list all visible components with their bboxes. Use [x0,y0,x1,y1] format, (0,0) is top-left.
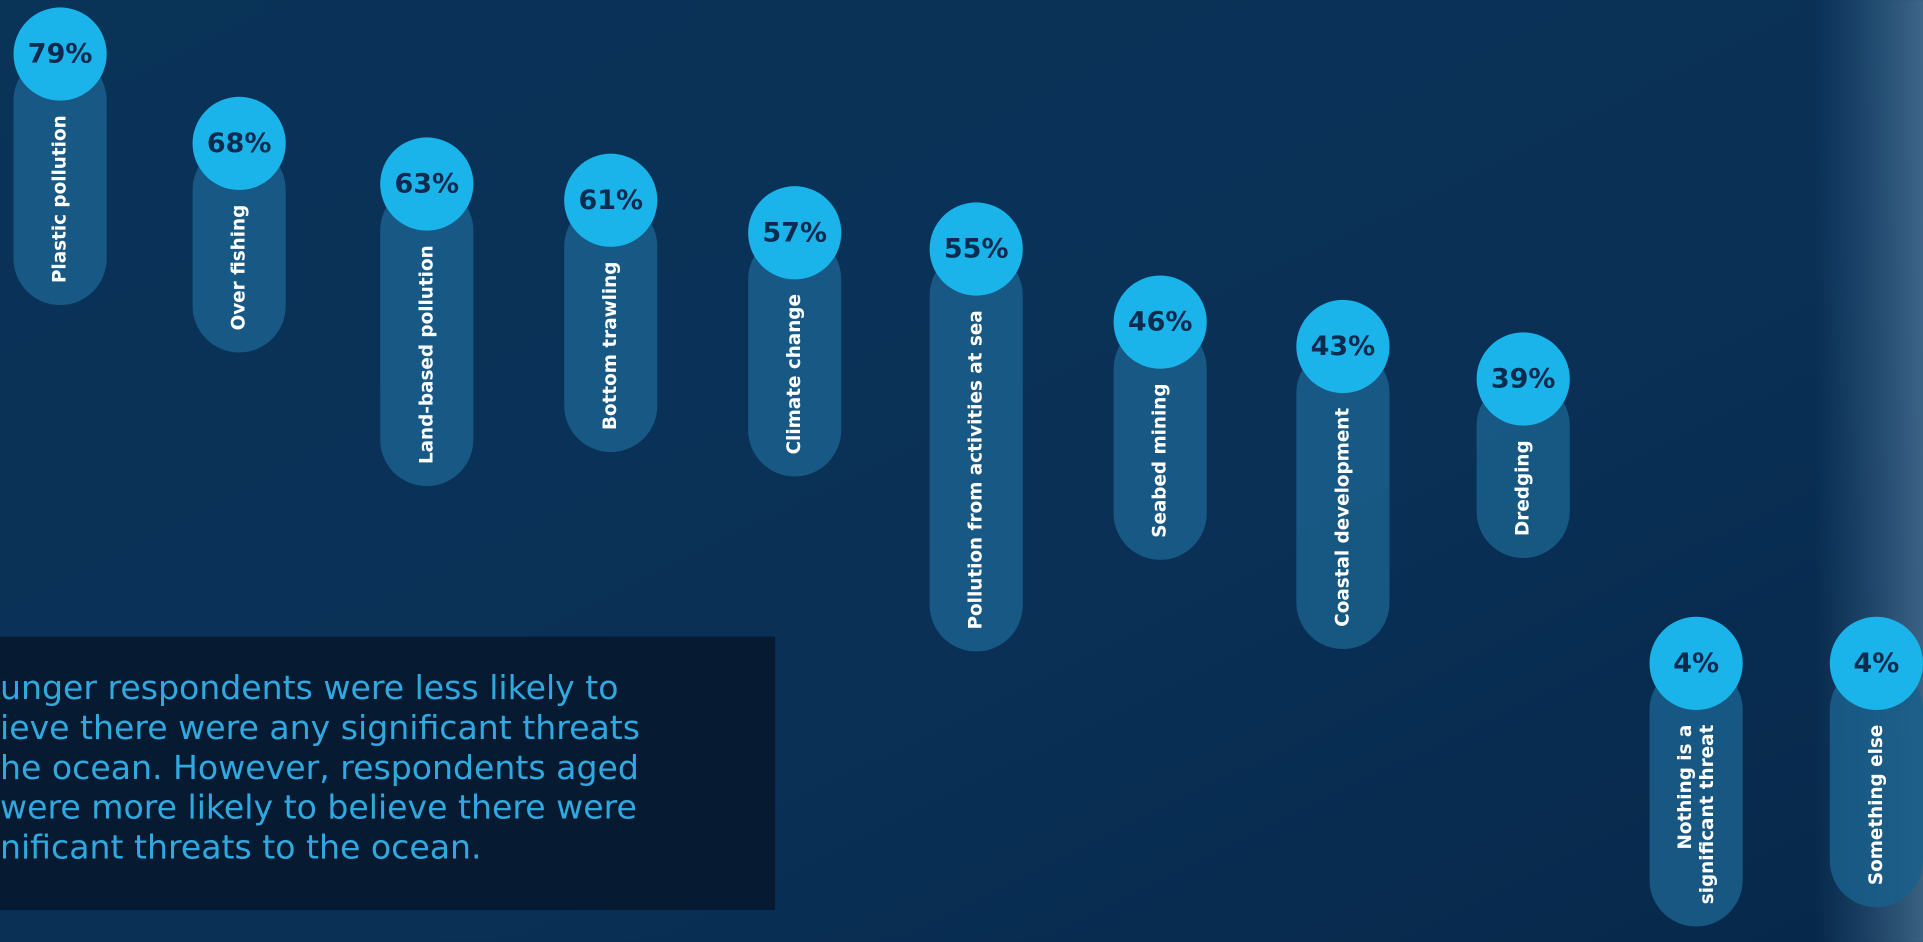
value-label: 4% [1853,648,1899,679]
note-line: he ocean. However, respondents aged [0,748,639,787]
note: unger respondents were less likely toiev… [0,668,640,866]
bar [929,249,1023,652]
note-line: were more likely to believe there were [0,788,637,827]
item: Land-based pollution 63% [380,137,474,487]
value-bubble [929,202,1023,296]
value-bubble [192,96,286,191]
note-line: nificant threats to the ocean. [0,828,482,867]
note-line: ieve there were any significant threats [0,708,640,747]
value-bubble [380,137,474,231]
category-label: Pollution from activities at sea [966,310,987,629]
item: Climate change 57% [748,186,842,477]
value-label: 4% [1673,648,1719,679]
category-label: Bottom trawling [600,262,621,430]
item: Bottom trawling 61% [564,153,658,453]
bar [748,232,842,477]
category-label: Coastal development [1332,408,1353,627]
value-bubble [1829,616,1923,710]
bar [1113,322,1207,560]
category-label: Nothing is asignificant threat [1675,724,1718,904]
item: Dredging 39% [1476,332,1570,559]
value-bubble [1476,332,1570,426]
item: Something else 4% [1829,616,1923,908]
note-line: unger respondents were less likely to [0,668,619,707]
category-label: Seabed mining [1150,383,1171,537]
value-label: 68% [207,128,272,159]
value-label: 57% [762,217,827,248]
item: Seabed mining 46% [1113,275,1207,560]
bar [1296,346,1390,650]
category-label: Over fishing [229,205,250,331]
value-bubble [1113,275,1207,369]
item: Nothing is asignificant threat 4% [1649,616,1743,927]
value-label: 79% [28,39,93,70]
value-label: 55% [944,234,1009,265]
value-label: 46% [1128,307,1193,338]
value-bubble [1649,616,1743,710]
value-label: 43% [1311,331,1376,362]
items: Plastic pollution 79% Over fishing 68% Land-… [13,7,1923,927]
value-bubble [748,186,842,280]
value-label: 61% [578,185,643,216]
category-label: Plastic pollution [50,115,71,283]
category-label: Climate change [784,294,805,454]
value-bubble [1296,299,1390,394]
value-bubble [13,7,107,101]
item: Coastal development 43% [1296,299,1390,650]
bar [13,54,107,306]
item: Plastic pollution 79% [13,7,107,306]
category-label: Dredging [1513,440,1534,536]
item: Over fishing 68% [192,96,286,353]
bar [1829,663,1923,908]
value-label: 39% [1491,364,1556,395]
bar [1649,663,1743,927]
category-label: Something else [1866,725,1887,885]
bar [380,184,474,487]
bar [192,143,286,353]
item: Pollution from activities at sea 55% [929,202,1023,652]
bar [564,200,658,453]
category-label: Land-based pollution [416,245,437,464]
bar [1476,379,1570,559]
value-label: 63% [395,169,460,200]
value-bubble [564,153,658,247]
note-box [0,636,776,911]
